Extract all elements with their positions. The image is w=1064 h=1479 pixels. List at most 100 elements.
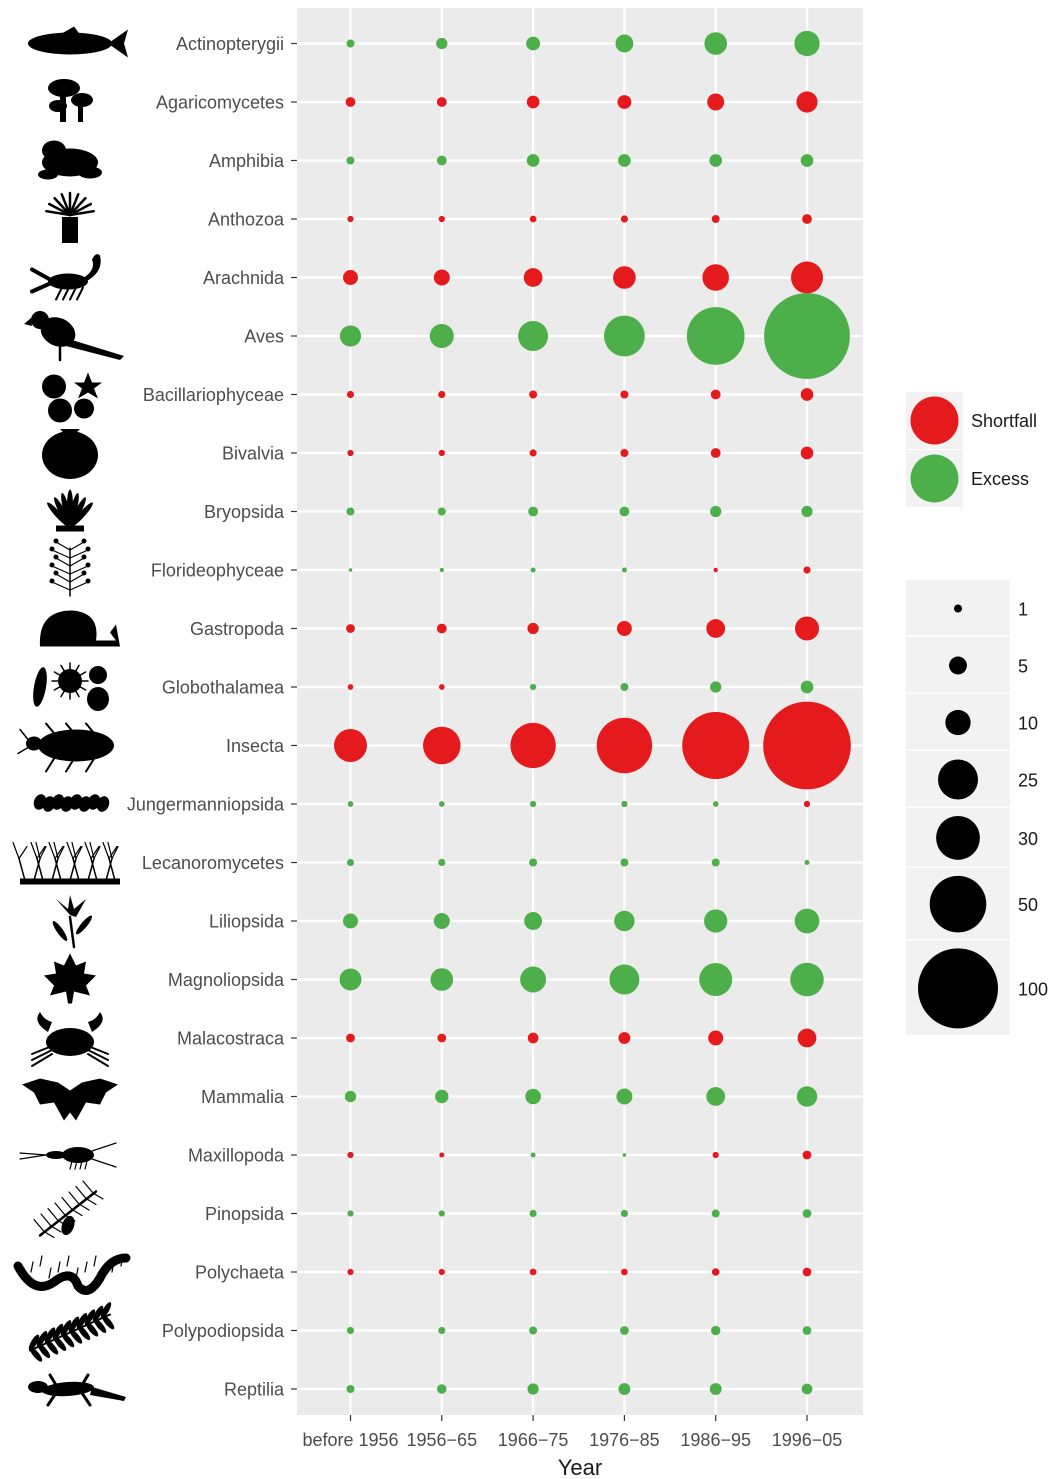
bubble <box>711 1209 720 1218</box>
bubble <box>346 39 355 48</box>
bubble <box>621 567 627 573</box>
bubble <box>530 567 536 573</box>
legend-size-circle <box>945 709 971 736</box>
bubble <box>620 1326 629 1335</box>
beetle-icon <box>17 722 114 773</box>
bubble <box>617 95 632 109</box>
bubble <box>436 623 447 634</box>
bubble <box>796 1086 818 1107</box>
bubble <box>713 567 718 573</box>
bubble <box>525 1088 541 1105</box>
bubble <box>437 507 446 516</box>
legend-size-label: 25 <box>1018 771 1038 791</box>
bubble <box>343 270 358 285</box>
bubble <box>795 616 819 641</box>
bubble <box>526 95 540 109</box>
x-tick-label: 1956−65 <box>407 1430 478 1450</box>
bubble <box>438 684 445 690</box>
bubble <box>711 215 720 223</box>
bubble <box>345 97 356 107</box>
bubble <box>438 215 445 223</box>
x-tick-label: 1996−05 <box>772 1430 843 1450</box>
bubble <box>704 32 728 55</box>
bubble <box>618 154 631 167</box>
bubble <box>616 1088 633 1105</box>
bubble <box>596 717 653 774</box>
bubble <box>710 448 721 458</box>
x-tick-label: before 1956 <box>302 1430 398 1450</box>
legend-size-circle <box>918 948 998 1029</box>
bubble <box>529 1326 538 1335</box>
bubble <box>803 800 811 808</box>
legend-size-circle <box>929 875 987 933</box>
legend-size-circle <box>938 759 978 800</box>
bubble <box>699 963 733 996</box>
parrot-icon <box>24 311 124 362</box>
bubble <box>438 801 445 807</box>
legend-label: Excess <box>971 469 1029 489</box>
bubble <box>524 912 543 930</box>
y-tick-label: Agaricomycetes <box>156 93 284 113</box>
y-tick-label: Magnoliopsida <box>168 970 285 990</box>
bubble <box>710 1325 721 1336</box>
bubble <box>800 154 814 167</box>
bubble <box>802 1267 812 1277</box>
bubble <box>438 449 445 457</box>
legend-size-label: 100 <box>1018 979 1048 999</box>
bubble <box>437 1384 447 1394</box>
legend-size-label: 5 <box>1018 657 1028 677</box>
bubble <box>347 1151 354 1159</box>
x-axis-title: Year <box>558 1455 602 1479</box>
bubble <box>707 93 725 111</box>
y-tick-label: Mammalia <box>201 1087 285 1107</box>
color-legend: Shortfall Excess <box>906 392 1037 507</box>
bubble <box>529 1268 537 1276</box>
bubble <box>529 390 538 399</box>
bubble <box>430 968 454 991</box>
bubble <box>791 261 823 294</box>
bubble <box>620 449 629 457</box>
bubble <box>790 962 824 997</box>
bubble <box>796 91 818 113</box>
bubble <box>712 801 719 807</box>
bubble <box>433 269 450 286</box>
lizard-icon <box>28 1373 126 1407</box>
bubble <box>348 568 353 572</box>
y-tick-label: Aves <box>244 327 284 347</box>
bubble <box>436 37 448 50</box>
bubble <box>439 1152 445 1158</box>
y-tick-label: Jungermanniopsida <box>127 795 285 815</box>
bubble <box>616 621 632 636</box>
bubble <box>613 266 636 289</box>
y-tick-label: Amphibia <box>209 151 285 171</box>
bubble <box>344 1090 357 1103</box>
bubble <box>528 506 538 517</box>
bubble <box>523 268 543 287</box>
lichen-icon <box>12 841 120 885</box>
bubble <box>620 215 628 223</box>
y-tick-label: Anthozoa <box>208 210 285 230</box>
bubble <box>530 1152 536 1158</box>
legend-size-label: 1 <box>1018 600 1028 620</box>
bubble <box>437 1033 447 1043</box>
moss-icon <box>47 489 93 532</box>
lily-icon <box>52 895 93 949</box>
bubble <box>438 858 446 867</box>
bubble <box>802 1209 812 1218</box>
legend-size-label: 50 <box>1018 895 1038 915</box>
foraminifera-icon <box>33 662 109 711</box>
y-tick-label: Liliopsida <box>209 912 285 932</box>
bubble <box>800 680 814 694</box>
bubble <box>435 1089 449 1104</box>
bubble <box>347 449 354 457</box>
bubble <box>346 1033 355 1043</box>
bubble <box>711 858 720 867</box>
bubble <box>706 1087 726 1106</box>
bubble <box>615 34 634 53</box>
diatom-icon <box>42 372 102 423</box>
bubble <box>709 154 723 167</box>
bubble <box>527 1032 539 1044</box>
bubble <box>433 913 450 929</box>
bubble <box>530 683 537 691</box>
bubble <box>436 155 447 166</box>
